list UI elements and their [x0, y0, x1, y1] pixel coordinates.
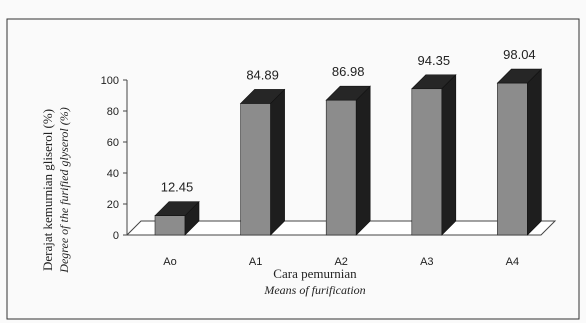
bar-front [154, 215, 186, 236]
y-tick-label: 20 [107, 199, 119, 211]
y-axis-title: Derajat kemurnian gliserol (%) [40, 109, 55, 271]
x-tick-label: A4 [506, 256, 519, 268]
bar-a2 [325, 85, 371, 236]
bar-front [411, 88, 443, 236]
bar-side [527, 68, 542, 236]
y-axis-title-english: Degree of the furified glyserol (%) [57, 107, 71, 273]
bar-side [355, 85, 371, 236]
x-tick-label: A3 [420, 256, 433, 268]
data-label: 94.35 [418, 53, 451, 68]
y-tick-label: 60 [107, 137, 119, 149]
bar-top [496, 68, 543, 84]
y-ticks: 0 20 40 60 80 100 [101, 75, 127, 242]
x-axis-title: Cara pemurnian [273, 266, 357, 281]
bar-top [325, 85, 371, 101]
y-tick-label: 40 [107, 168, 119, 180]
data-label: 98.04 [503, 47, 536, 62]
bar-side [441, 74, 457, 236]
x-tick-label: Ao [163, 256, 176, 268]
bar-side [270, 88, 285, 236]
bar-a4 [496, 68, 543, 236]
bar-a3 [411, 74, 457, 236]
y-tick-label: 80 [107, 106, 119, 118]
bar-a1 [239, 88, 286, 236]
x-axis-title-english: Means of furification [263, 283, 365, 297]
bar-top [239, 89, 286, 104]
chart-border [6, 18, 580, 320]
bar-front [240, 103, 271, 236]
data-label: 12.45 [161, 180, 194, 195]
x-tick-label: A2 [334, 256, 347, 268]
bar-top [411, 74, 457, 90]
x-ticks: Ao A1 A2 A3 A4 [163, 256, 519, 268]
data-label: 84.89 [246, 67, 279, 82]
y-tick-label: 0 [113, 230, 119, 242]
bar-front [325, 99, 357, 236]
bars [154, 68, 543, 236]
bar-front [497, 82, 528, 236]
data-labels: 12.45 84.89 86.98 94.35 98.04 [161, 47, 536, 195]
data-label: 86.98 [332, 64, 365, 79]
y-tick-label: 100 [101, 75, 119, 87]
x-tick-label: A1 [249, 256, 262, 268]
bar-top [154, 201, 200, 217]
bar-ao [154, 200, 200, 236]
